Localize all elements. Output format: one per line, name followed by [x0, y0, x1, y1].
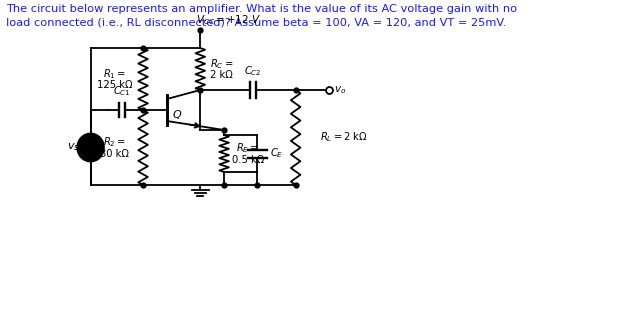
Text: load connected (i.e., RL disconnected)? Assume beta = 100, VA = 120, and VT = 25: load connected (i.e., RL disconnected)? …: [6, 17, 506, 27]
Text: $C_E$: $C_E$: [270, 147, 283, 160]
Text: 125 kΩ: 125 kΩ: [97, 80, 133, 90]
Text: $R_L=2$ kΩ: $R_L=2$ kΩ: [320, 131, 369, 144]
Text: $V_{CC}={+12}$ V: $V_{CC}={+12}$ V: [197, 13, 262, 27]
Circle shape: [77, 133, 104, 162]
Text: 2 kΩ: 2 kΩ: [210, 70, 232, 80]
Text: 0.5 kΩ: 0.5 kΩ: [232, 155, 264, 164]
Text: −: −: [85, 146, 97, 159]
Text: $R_1=$: $R_1=$: [103, 67, 126, 81]
Text: $C_{C1}$: $C_{C1}$: [113, 84, 131, 98]
Text: The circuit below represents an amplifier. What is the value of its AC voltage g: The circuit below represents an amplifie…: [6, 4, 517, 14]
Text: $R_E=$: $R_E=$: [237, 141, 259, 156]
Text: $C_{C2}$: $C_{C2}$: [244, 64, 261, 78]
Text: Q: Q: [173, 110, 181, 120]
Text: $R_2=$: $R_2=$: [103, 136, 126, 149]
Text: $v_s$: $v_s$: [67, 141, 80, 153]
Text: +: +: [85, 136, 96, 149]
Text: $R_C=$: $R_C=$: [210, 57, 233, 71]
Text: $v_o$: $v_o$: [334, 84, 346, 96]
Text: 30 kΩ: 30 kΩ: [100, 148, 129, 158]
